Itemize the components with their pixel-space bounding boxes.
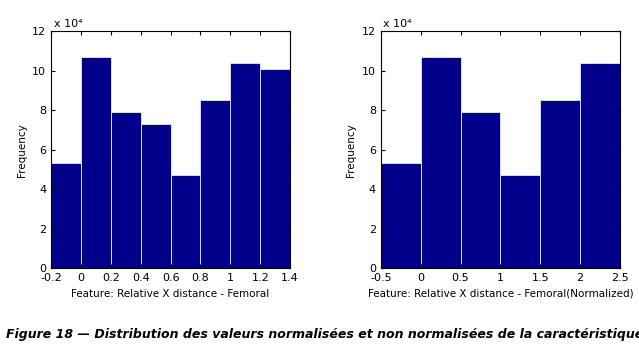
- Text: x 10⁴: x 10⁴: [54, 19, 82, 29]
- Bar: [230, 63, 260, 268]
- Bar: [141, 124, 171, 268]
- Bar: [81, 57, 111, 268]
- Text: x 10⁴: x 10⁴: [383, 19, 412, 29]
- Bar: [201, 100, 230, 268]
- Bar: [540, 100, 580, 268]
- Y-axis label: Frequency: Frequency: [17, 123, 27, 176]
- Bar: [420, 57, 461, 268]
- Bar: [461, 112, 500, 268]
- Bar: [171, 175, 201, 268]
- Bar: [500, 175, 540, 268]
- X-axis label: Feature: Relative X distance - Femoral(Normalized): Feature: Relative X distance - Femoral(N…: [367, 289, 633, 299]
- Bar: [381, 163, 420, 268]
- Bar: [111, 112, 141, 268]
- Bar: [51, 163, 81, 268]
- Y-axis label: Frequency: Frequency: [346, 123, 357, 176]
- Text: Figure 18 — Distribution des valeurs normalisées et non normalisées de la caract: Figure 18 — Distribution des valeurs nor…: [6, 327, 639, 341]
- Bar: [260, 68, 290, 268]
- Bar: [580, 63, 620, 268]
- Bar: [620, 68, 639, 268]
- X-axis label: Feature: Relative X distance - Femoral: Feature: Relative X distance - Femoral: [72, 289, 270, 299]
